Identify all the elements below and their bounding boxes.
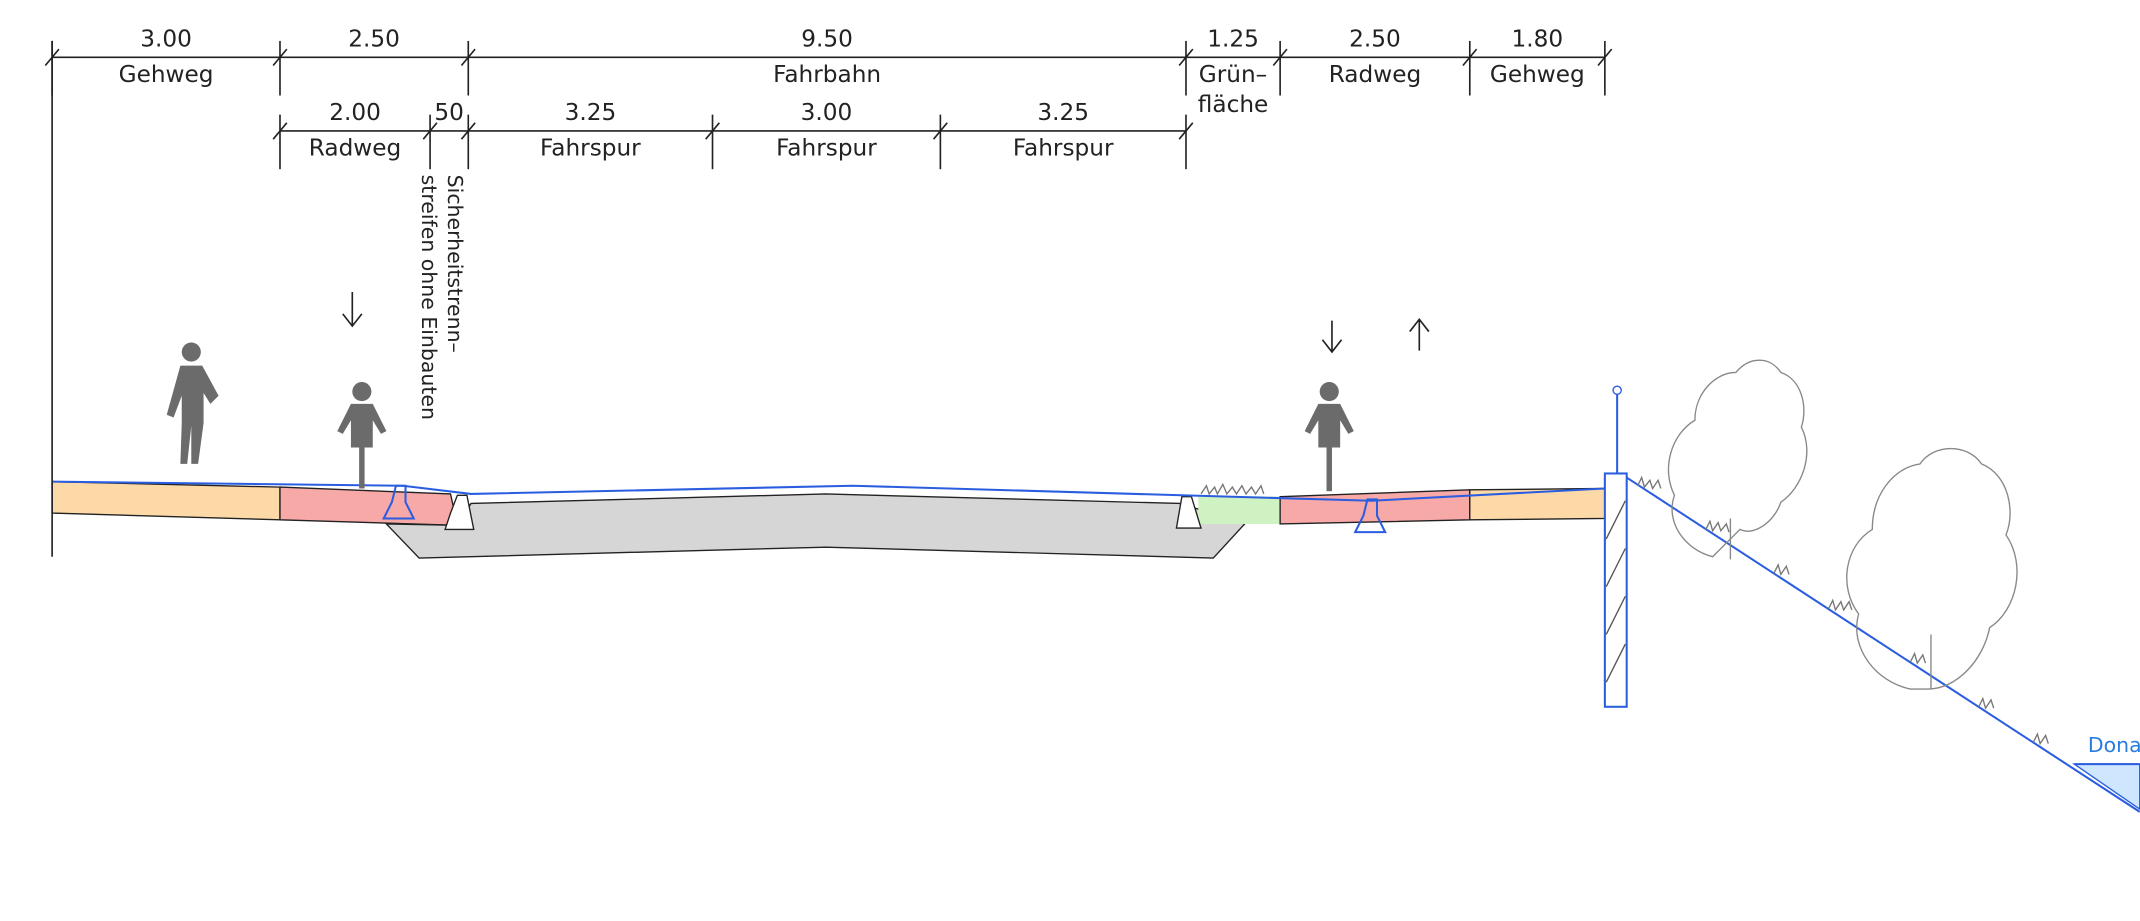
- curb: [1175, 495, 1202, 529]
- green-strip: [1198, 495, 1281, 524]
- dimension-value: 1.25: [1207, 25, 1259, 52]
- bikelane-right: [1279, 489, 1471, 525]
- dimension-value: 3.00: [801, 99, 853, 126]
- river-label: Donau: [2088, 733, 2140, 757]
- arrow-up: [1409, 317, 1430, 351]
- dimension-value: 9.50: [801, 25, 853, 52]
- dimension-label: Fahrbahn: [773, 61, 881, 88]
- roadway: [384, 493, 1246, 559]
- foundation: [1353, 498, 1387, 534]
- dimension-label: Fahrspur: [776, 135, 877, 162]
- sidewalk-left: [51, 480, 281, 521]
- grass: [1200, 482, 1265, 496]
- tick: [932, 122, 948, 140]
- dimension-value: 3.25: [1037, 99, 1089, 126]
- pedestrian: [166, 342, 219, 464]
- dimension-label: Gehweg: [119, 61, 214, 88]
- dimension-label: Fahrspur: [540, 135, 641, 162]
- tick: [1178, 48, 1194, 67]
- dimension-label: Gehweg: [1490, 61, 1585, 88]
- surface-line: [52, 480, 1605, 502]
- tree: [1667, 359, 1808, 560]
- dimension-value: 3.25: [565, 99, 617, 126]
- dimension-label: Grün–: [1199, 61, 1268, 88]
- annotation: streifen ohne Einbauten: [417, 175, 441, 420]
- foundation: [382, 484, 416, 520]
- dimension-label: Fahrspur: [1013, 135, 1114, 162]
- tick: [1597, 48, 1613, 67]
- tick: [1178, 122, 1194, 140]
- dimension-value: 3.00: [140, 25, 192, 52]
- tick: [44, 48, 60, 67]
- cyclist: [1304, 382, 1354, 492]
- tick: [460, 122, 476, 140]
- tick: [422, 122, 438, 140]
- tick: [705, 122, 720, 140]
- dimension-value: 2.50: [348, 25, 400, 52]
- tick: [460, 48, 476, 67]
- hatch: [1605, 500, 1626, 683]
- dimension-label: fläche: [1198, 91, 1269, 118]
- arrow-down: [1321, 320, 1343, 354]
- slope: [1626, 476, 2140, 813]
- grass: [1636, 475, 2049, 746]
- tree: [1846, 447, 2018, 690]
- dimension-label: Radweg: [1329, 61, 1421, 88]
- dimension-value: 50: [434, 99, 464, 126]
- tick: [1272, 48, 1288, 67]
- wall: [1603, 472, 1628, 708]
- tick: [1462, 48, 1478, 67]
- curb: [444, 494, 475, 531]
- bikelane-left: [279, 486, 459, 527]
- water: [2072, 763, 2140, 811]
- tick: [272, 122, 288, 140]
- tick: [272, 48, 288, 67]
- cyclist: [337, 382, 387, 489]
- sidewalk-right: [1469, 487, 1606, 521]
- dimension-value: 2.00: [329, 99, 381, 126]
- annotation: Sicherheitstrenn–: [443, 175, 467, 353]
- pole-top: [1612, 385, 1622, 396]
- dimension-value: 1.80: [1512, 25, 1564, 52]
- arrow-down: [342, 291, 363, 328]
- dimension-label: Radweg: [309, 135, 401, 162]
- dimension-value: 2.50: [1349, 25, 1401, 52]
